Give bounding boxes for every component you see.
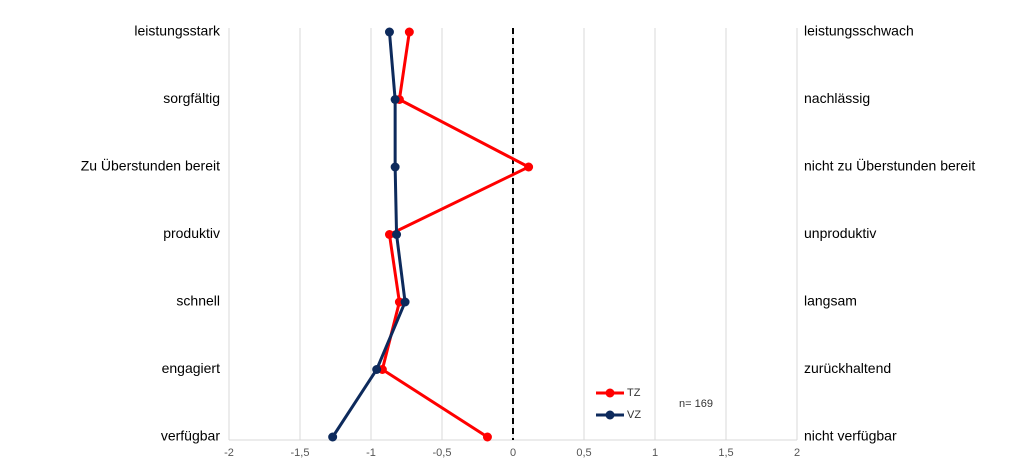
x-tick-label: -1 [366, 447, 376, 459]
left-label: verfügbar [161, 428, 220, 444]
right-label: nachlässig [804, 90, 870, 106]
x-tick-label: 2 [794, 447, 800, 459]
legend-label: TZ [627, 387, 641, 399]
x-tick-label: -2 [224, 447, 234, 459]
x-tick-label: -1,5 [291, 447, 310, 459]
left-label: schnell [176, 293, 220, 309]
data-point [400, 297, 410, 307]
left-label: sorgfältig [163, 90, 220, 106]
right-label: nicht verfügbar [804, 428, 897, 444]
data-point [392, 230, 402, 239]
left-label: Zu Überstunden bereit [81, 157, 220, 174]
left-label: leistungsstark [134, 23, 221, 39]
data-point [390, 162, 400, 172]
right-label: nicht zu Überstunden bereit [804, 157, 975, 174]
data-point [482, 432, 492, 442]
data-point [404, 27, 414, 37]
right-label: unproduktiv [804, 225, 876, 241]
left-label: produktiv [163, 225, 220, 241]
annotation: n= 169 [679, 398, 713, 410]
x-tick-label: 1,5 [718, 447, 733, 459]
data-point [524, 162, 534, 172]
series-line [380, 31, 532, 439]
data-point [390, 95, 400, 104]
left-label: engagiert [162, 360, 220, 376]
x-tick-label: 1 [652, 447, 658, 459]
data-point [384, 230, 394, 239]
right-label: zurückhaltend [804, 360, 891, 376]
x-tick-label: 0 [510, 447, 516, 459]
legend-label: VZ [627, 409, 641, 421]
data-point [384, 27, 394, 37]
legend-marker [605, 388, 615, 398]
legend-marker [605, 410, 615, 420]
right-label: langsam [804, 293, 857, 309]
x-tick-label: 0,5 [576, 447, 591, 459]
data-point [328, 432, 338, 442]
x-tick-label: -0,5 [433, 447, 452, 459]
right-label: leistungsschwach [804, 23, 914, 39]
data-point [372, 365, 382, 374]
